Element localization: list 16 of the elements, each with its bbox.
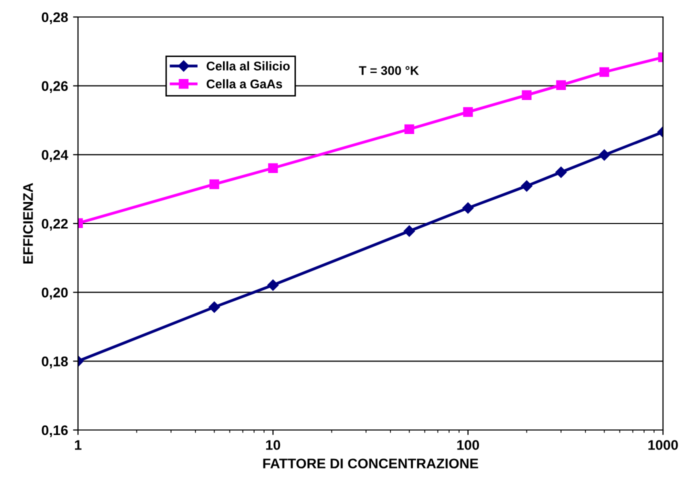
y-tick-label: 0,20 [42, 288, 68, 300]
y-tick-label: 0,26 [42, 81, 68, 94]
x-tick-label: 100 [457, 440, 480, 450]
legend-label: Cella al Silicio [206, 61, 290, 70]
y-tick-label: 0,22 [42, 218, 68, 231]
annotation: T = 300 °K [358, 66, 419, 75]
y-tick-label: 0,24 [42, 150, 68, 162]
legend-label: Cella a GaAs [206, 79, 282, 88]
y-tick-label: 0,28 [42, 12, 68, 24]
y-tick-label: 0,18 [42, 356, 68, 368]
x-tick-label: 10 [266, 440, 280, 450]
y-tick-label: 0,16 [42, 425, 68, 438]
x-tick-label: 1 [75, 440, 82, 450]
y-axis-title: EFFICIENZA [23, 182, 33, 264]
x-tick-label: 1000 [648, 440, 678, 450]
x-axis-title: FATTORE DI CONCENTRAZIONE [263, 458, 478, 468]
